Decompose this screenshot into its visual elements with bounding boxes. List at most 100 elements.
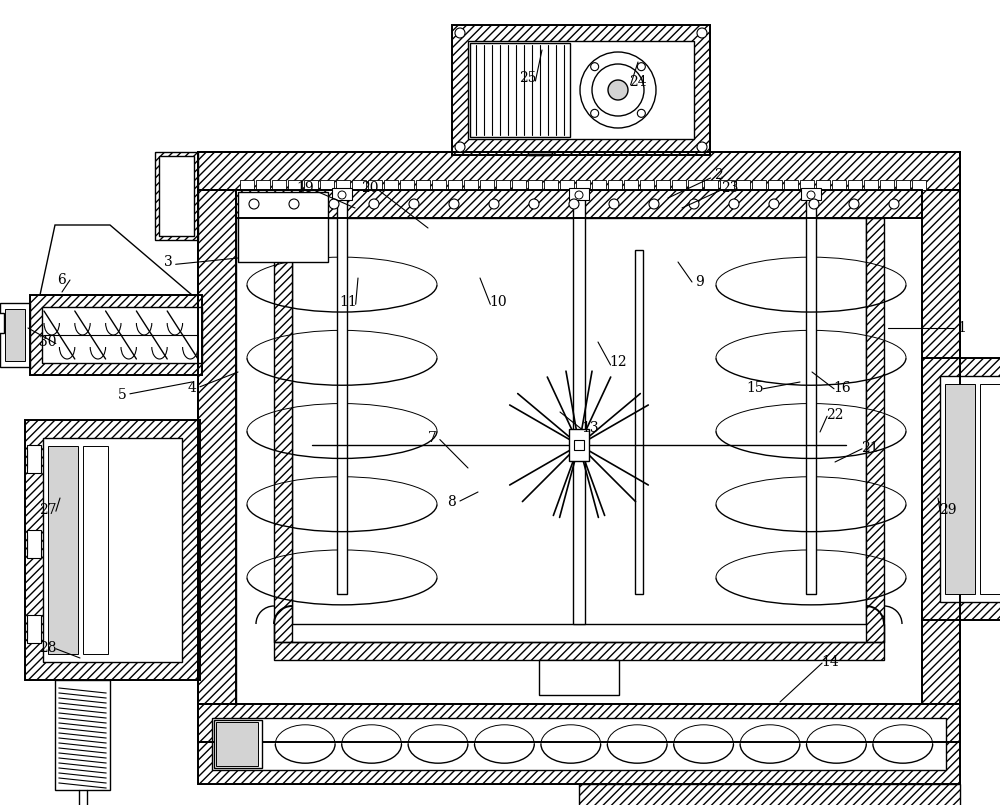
Bar [214,720,262,768]
Bar [212,718,946,770]
Bar [816,180,830,190]
Text: 2: 2 [714,168,722,182]
Bar [304,180,318,190]
Bar [940,376,1000,602]
Circle shape [807,191,815,199]
Bar [512,180,526,190]
Bar [384,180,398,190]
Circle shape [769,199,779,209]
Text: 9: 9 [696,275,704,289]
Bar [880,180,894,190]
Bar [579,784,960,805]
Bar [945,384,975,594]
Bar [800,180,814,190]
Circle shape [689,199,699,209]
Circle shape [697,28,707,38]
Text: 27: 27 [39,503,57,517]
Bar [43,438,182,662]
Bar [866,218,884,642]
Bar [198,704,960,742]
Text: 5: 5 [118,388,126,402]
Bar [332,188,352,200]
Bar [574,440,584,450]
Bar [806,190,816,594]
Circle shape [455,28,465,38]
Text: 19: 19 [296,181,314,195]
Text: 30: 30 [39,335,57,349]
Bar [672,180,686,190]
Bar [635,250,643,594]
Bar [704,180,718,190]
Circle shape [455,142,465,152]
Bar [337,190,347,594]
Bar [896,180,910,190]
Bar [576,180,590,190]
Bar [336,180,350,190]
Bar [25,420,200,680]
Bar [468,41,694,139]
Bar [528,152,552,155]
Bar [198,704,960,742]
Circle shape [889,199,899,209]
Bar [452,25,710,155]
Bar [592,180,606,190]
Circle shape [575,191,583,199]
Text: 8: 8 [448,495,456,509]
Bar [27,615,41,643]
Circle shape [580,52,656,128]
Bar [55,680,110,790]
Bar [25,420,200,680]
Bar [216,722,258,766]
Bar [198,190,236,704]
Text: 12: 12 [609,355,627,369]
Bar [560,180,574,190]
Bar [539,660,619,695]
Circle shape [637,63,645,71]
Bar [569,188,589,200]
Bar [496,180,510,190]
Circle shape [409,199,419,209]
Circle shape [369,199,379,209]
Bar [866,218,884,642]
Text: 10: 10 [489,295,507,309]
Text: 11: 11 [339,295,357,309]
Bar [198,152,960,190]
Bar [539,660,619,678]
Bar [416,180,430,190]
Text: 21: 21 [861,441,879,455]
Bar [432,180,446,190]
Circle shape [329,199,339,209]
Polygon shape [40,225,192,295]
Text: 4: 4 [188,381,196,395]
Circle shape [592,64,644,116]
Bar [30,295,202,375]
Bar [5,309,25,361]
Circle shape [449,199,459,209]
Text: 25: 25 [519,71,537,85]
Bar [544,180,558,190]
Circle shape [289,199,299,209]
Bar [83,446,108,654]
Bar [922,358,1000,620]
Bar [528,152,552,155]
Bar [238,192,328,262]
Bar [801,188,821,200]
Bar [640,180,654,190]
Bar [470,43,570,137]
Text: 29: 29 [939,503,957,517]
Text: 3: 3 [164,255,172,269]
Text: 7: 7 [428,431,436,445]
Bar [292,218,866,624]
Bar [352,180,366,190]
Bar [30,295,202,375]
Circle shape [249,199,259,209]
Bar [236,190,922,218]
Bar [784,180,798,190]
Bar [912,180,926,190]
Bar [768,180,782,190]
Bar [656,180,670,190]
Bar [272,180,286,190]
Circle shape [569,199,579,209]
Circle shape [849,199,859,209]
Bar [452,25,710,155]
